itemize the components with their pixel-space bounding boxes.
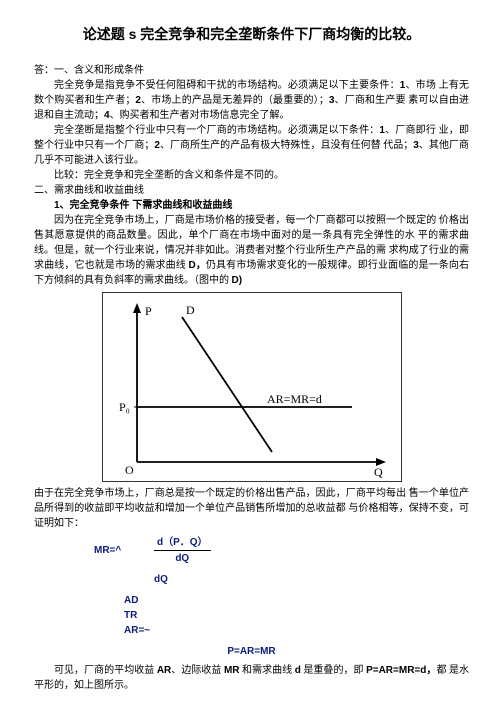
sym-eq: P=AR=MR=d， [366,665,436,676]
answer-heading: 答：一、含义和形成条件 [34,63,469,78]
section-2-1-heading: 1、完全竞争条件 下需求曲线和收益曲线 [34,198,469,213]
frac-den: dQ [172,551,192,566]
chart-container: P Q O D P₀ AR=MR=d [34,292,469,482]
demand-chart: P Q O D P₀ AR=MR=d [102,292,402,482]
svg-text:D: D [186,303,195,317]
text: 、购买者和生产者对市场信息完全了解。 [110,110,290,121]
formula-adtr: AD TR [124,595,138,621]
text: 、厂商所生产的产品有极大特殊性，且没有任何替 代品； [160,140,413,151]
paragraph-2: 完全垄断是指整个行业中只有一个厂商的市场结构。必须满足以下条件：1、厂商即行 业… [34,123,469,168]
svg-text:P₀: P₀ [119,400,130,414]
svg-text:Q: Q [374,465,383,479]
formula-ar: AR=~ [124,625,150,636]
paragraph-6: 可见，厂商的平均收益 AR、边际收益 MR 和需求曲线 d 是重叠的，即 P=A… [34,663,469,693]
sym-mr: MR [224,665,240,676]
page-title: 论述题 s 完全竞争和完全垄断条件下厂商均衡的比较。 [34,24,469,45]
text: 可见，厂商的平均收益 [54,665,157,676]
formula-dq2: dQ [154,574,168,585]
frac-num: d（P．Q） [154,535,211,551]
paragraph-1: 完全竞争是指竞争不受任何阻碍和干扰的市场结构。必须满足以下主要条件：1、市场 上… [34,78,469,123]
formula-frac: d（P．Q） dQ [154,535,211,566]
text: 、边际收益 [171,665,224,676]
text: 完全垄断是指整个行业中只有一个厂商的市场结构。必须满足以下条件： [54,125,379,136]
text: 、市场上的产品是无差异的（最重要的）； [141,95,329,106]
paragraph-5: 由于在完全竞争市场上，厂商总是按一个既定的价格出售产品，因此，厂商平均每出 售一… [34,486,469,531]
svg-text:P: P [145,304,152,318]
text: 1、完全竞争条件 下需求曲线和收益曲线 [54,200,232,211]
sym-ar: AR [157,665,171,676]
sym-D: D， [188,260,205,271]
section-2-heading: 二、需求曲线和收益曲线 [34,183,469,198]
svg-text:AR=MR=d: AR=MR=d [267,392,322,406]
svg-text:O: O [125,463,134,477]
sym-D2: D) [232,275,243,286]
text: 是重叠的，即 [301,665,366,676]
paragraph-4: 因为在完全竞争市场上，厂商是市场价格的接受者，每一个厂商都可以按照一个既定的 价… [34,213,469,288]
formula-mr: MR=^ [94,545,121,556]
paragraph-compare: 比较：完全竞争和完全垄断的含义和条件是不同的。 [34,168,469,183]
formula-result: P=AR=MR [227,646,275,657]
formula-block: MR=^ d（P．Q） dQ dQ AD TR AR=~ P=AR=MR [34,535,469,659]
text: 和需求曲线 [240,665,295,676]
text: 完全竞争是指竞争不受任何阻碍和干扰的市场结构。必须满足以下主要条件： [54,80,400,91]
